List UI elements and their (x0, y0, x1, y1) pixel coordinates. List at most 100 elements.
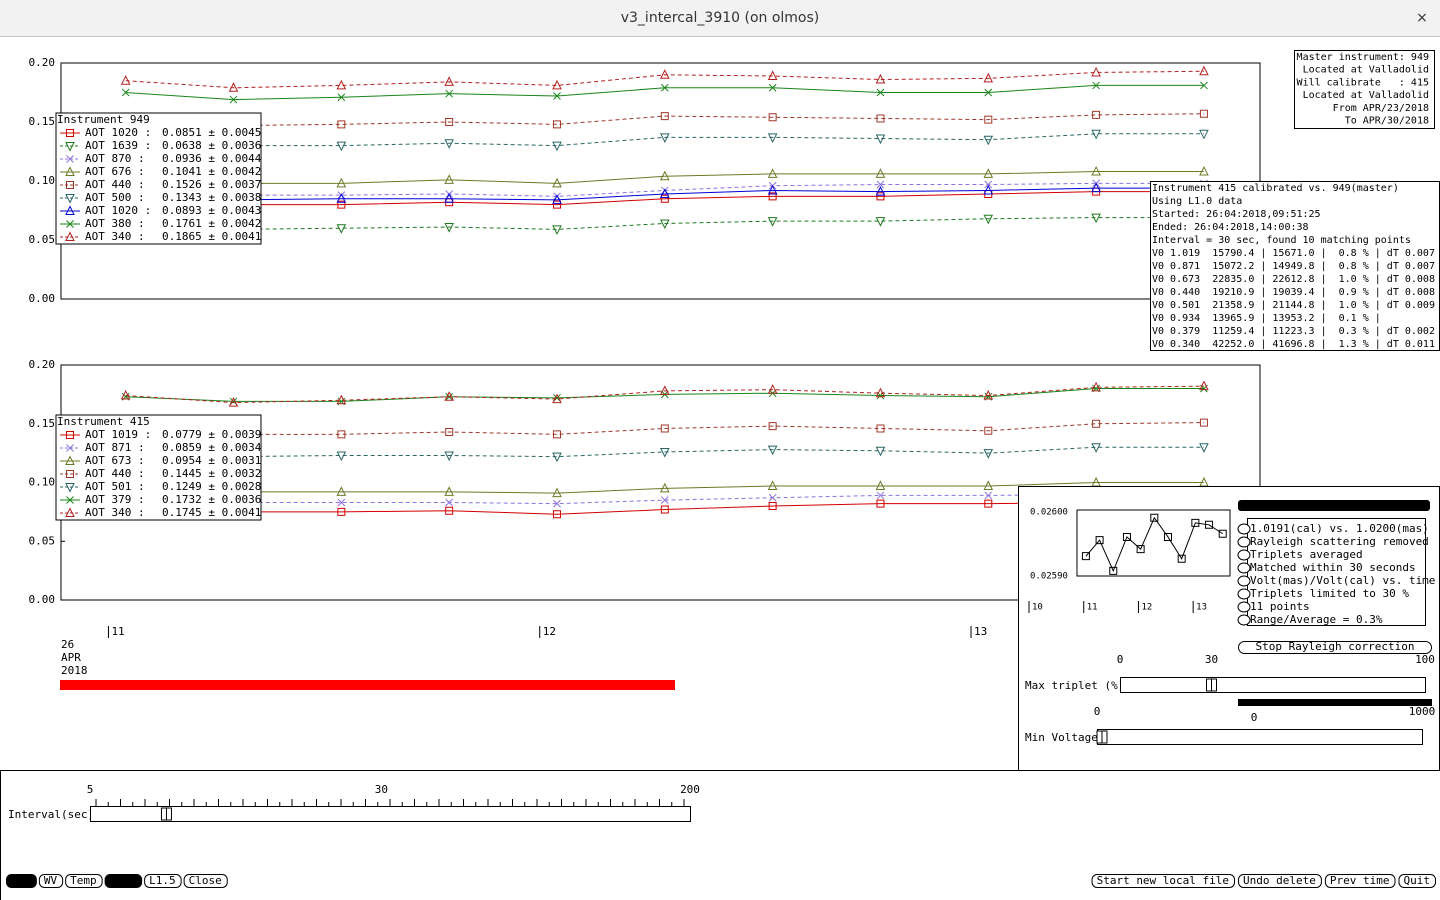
button[interactable] (104, 874, 143, 888)
data-point (1122, 532, 1131, 541)
data-point (767, 184, 778, 195)
y-tick-label: 0.02590 (1030, 572, 1068, 582)
status-radio[interactable] (1237, 601, 1251, 613)
data-point (660, 482, 670, 493)
data-point (767, 445, 778, 456)
data-point (1092, 419, 1101, 428)
button[interactable] (65, 874, 103, 888)
slider-track[interactable] (90, 806, 691, 822)
data-point (552, 120, 561, 129)
status-radio[interactable] (1237, 536, 1251, 548)
x-tick-label: 12 (1141, 603, 1152, 613)
button-label[interactable]: AOT (11, 874, 31, 887)
data-point (444, 174, 454, 184)
data-point (1092, 81, 1100, 90)
data-point (337, 93, 346, 102)
data-point (1091, 66, 1101, 77)
button[interactable] (1398, 874, 1436, 888)
button-label[interactable]: Start new local file (1097, 874, 1229, 887)
slider-tick-label: 1000 (1409, 705, 1436, 718)
button-label[interactable]: WV (44, 874, 58, 887)
x-tick-label: 13 (974, 625, 987, 638)
data-point (445, 506, 454, 515)
button[interactable] (183, 874, 228, 888)
legend-box (55, 112, 262, 245)
data-point (552, 200, 561, 209)
status-radio[interactable] (1237, 614, 1251, 626)
status-radio[interactable] (1237, 562, 1251, 574)
button-label[interactable]: L1.0 (110, 874, 137, 887)
data-point (552, 452, 562, 463)
legend-summary: 0.1865 ± 0.0041 (162, 230, 261, 243)
data-point (552, 487, 562, 498)
legend-marker (65, 507, 75, 517)
x-tick-label: 11 (111, 625, 124, 638)
data-point (552, 430, 561, 439)
button-label[interactable]: Close (189, 874, 222, 887)
button[interactable] (1091, 874, 1236, 888)
legend-marker (66, 496, 74, 504)
close-window[interactable]: × (1416, 10, 1428, 26)
master-info-line: Located at Valladolid (1303, 90, 1429, 101)
data-point (336, 451, 347, 462)
status-radio[interactable] (1237, 523, 1251, 535)
y-tick-label: 0.10 (29, 476, 56, 489)
series-line (125, 191, 1204, 206)
data-point (336, 486, 347, 496)
slider-tick-label: 100 (1415, 653, 1435, 666)
series-line (125, 446, 1204, 458)
rayleigh-button[interactable] (1238, 641, 1432, 654)
button-label[interactable]: Temp (70, 874, 97, 887)
data-point (876, 88, 885, 97)
button[interactable] (144, 874, 182, 888)
legend-marker (66, 220, 74, 228)
data-point (660, 447, 670, 458)
slider-track[interactable] (1097, 729, 1423, 745)
series-line (125, 113, 1204, 127)
status-list (1247, 518, 1426, 626)
rayleigh-button-label[interactable]: Stop Rayleigh correction (1256, 640, 1415, 653)
data-point (660, 194, 669, 203)
status-radio[interactable] (1237, 575, 1251, 587)
button-label[interactable]: L1.5 (149, 874, 176, 887)
data-point (660, 424, 669, 433)
data-point (984, 115, 993, 124)
button[interactable] (1238, 874, 1322, 888)
data-point (660, 188, 670, 198)
legend-label: AOT 379 : (85, 493, 145, 506)
slider-tick-label: 0 (1094, 705, 1101, 718)
y-tick-label: 0.05 (29, 534, 56, 547)
data-point (1091, 443, 1101, 453)
data-point (875, 217, 886, 227)
button-label[interactable]: Quit (1404, 874, 1431, 887)
calibration-line: V0 0.934 13965.9 | 13953.2 | 0.1 % | (1152, 313, 1381, 324)
status-radio[interactable] (1237, 588, 1251, 600)
data-point (337, 120, 346, 129)
master-info-line: Master instrument: 949 (1297, 52, 1429, 63)
data-point (983, 449, 994, 459)
legend-label: AOT 340 : (85, 230, 145, 243)
data-point (984, 88, 993, 97)
button[interactable] (38, 874, 64, 888)
data-point (553, 499, 561, 508)
button[interactable] (1324, 874, 1396, 888)
data-point (875, 73, 886, 84)
data-point (983, 480, 994, 491)
data-point (1218, 529, 1227, 538)
button-label[interactable]: Undo delete (1243, 874, 1316, 887)
data-point (767, 384, 778, 394)
legend-label: AOT 871 : (85, 441, 145, 454)
calibration-line: V0 0.340 42252.0 | 41696.8 | 1.3 % | dT … (1152, 339, 1435, 350)
slider-track[interactable] (1120, 677, 1426, 693)
button[interactable] (6, 874, 37, 888)
button-label[interactable]: Prev time (1330, 874, 1390, 887)
status-radio[interactable] (1237, 549, 1251, 561)
status-line: Volt(mas)/Volt(cal) vs. time (1250, 574, 1435, 587)
series-line (125, 171, 1204, 186)
data-point (229, 95, 238, 104)
data-point (228, 396, 239, 407)
legend-summary: 0.1343 ± 0.0038 (162, 191, 261, 204)
date-label: 2018 (61, 664, 88, 677)
legend-summary: 0.1761 ± 0.0042 (162, 217, 261, 230)
legend-summary: 0.1745 ± 0.0041 (162, 506, 261, 519)
